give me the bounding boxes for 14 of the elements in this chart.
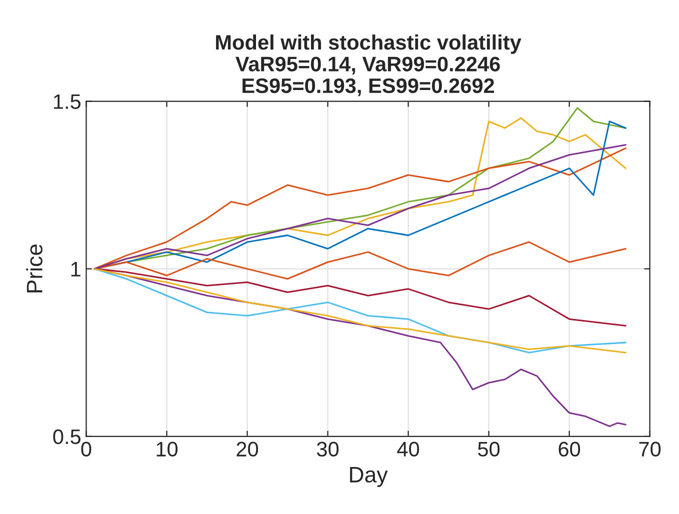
x-tick-label: 0	[81, 442, 92, 457]
x-axis-title: Day	[350, 467, 388, 487]
x-tick-label: 70	[639, 442, 661, 457]
y-tick-label: 1.5	[54, 94, 80, 110]
y-axis-title: Price	[26, 244, 42, 292]
x-tick-label: 30	[316, 442, 339, 457]
x-tick-label: 20	[236, 442, 258, 457]
x-tick-label: 60	[558, 442, 580, 457]
y-tick-label: 0.5	[53, 429, 80, 444]
y-tick-label: 1	[71, 262, 80, 276]
x-tick-label: 10	[156, 442, 178, 457]
x-tick-label: 40	[397, 442, 420, 457]
chart-title: Model with stochastic volatility VaR95=0.14, VaR99=0.2246 ES95=0.193, ES99=0.2692	[216, 34, 522, 96]
x-tick-label: 50	[478, 442, 500, 457]
